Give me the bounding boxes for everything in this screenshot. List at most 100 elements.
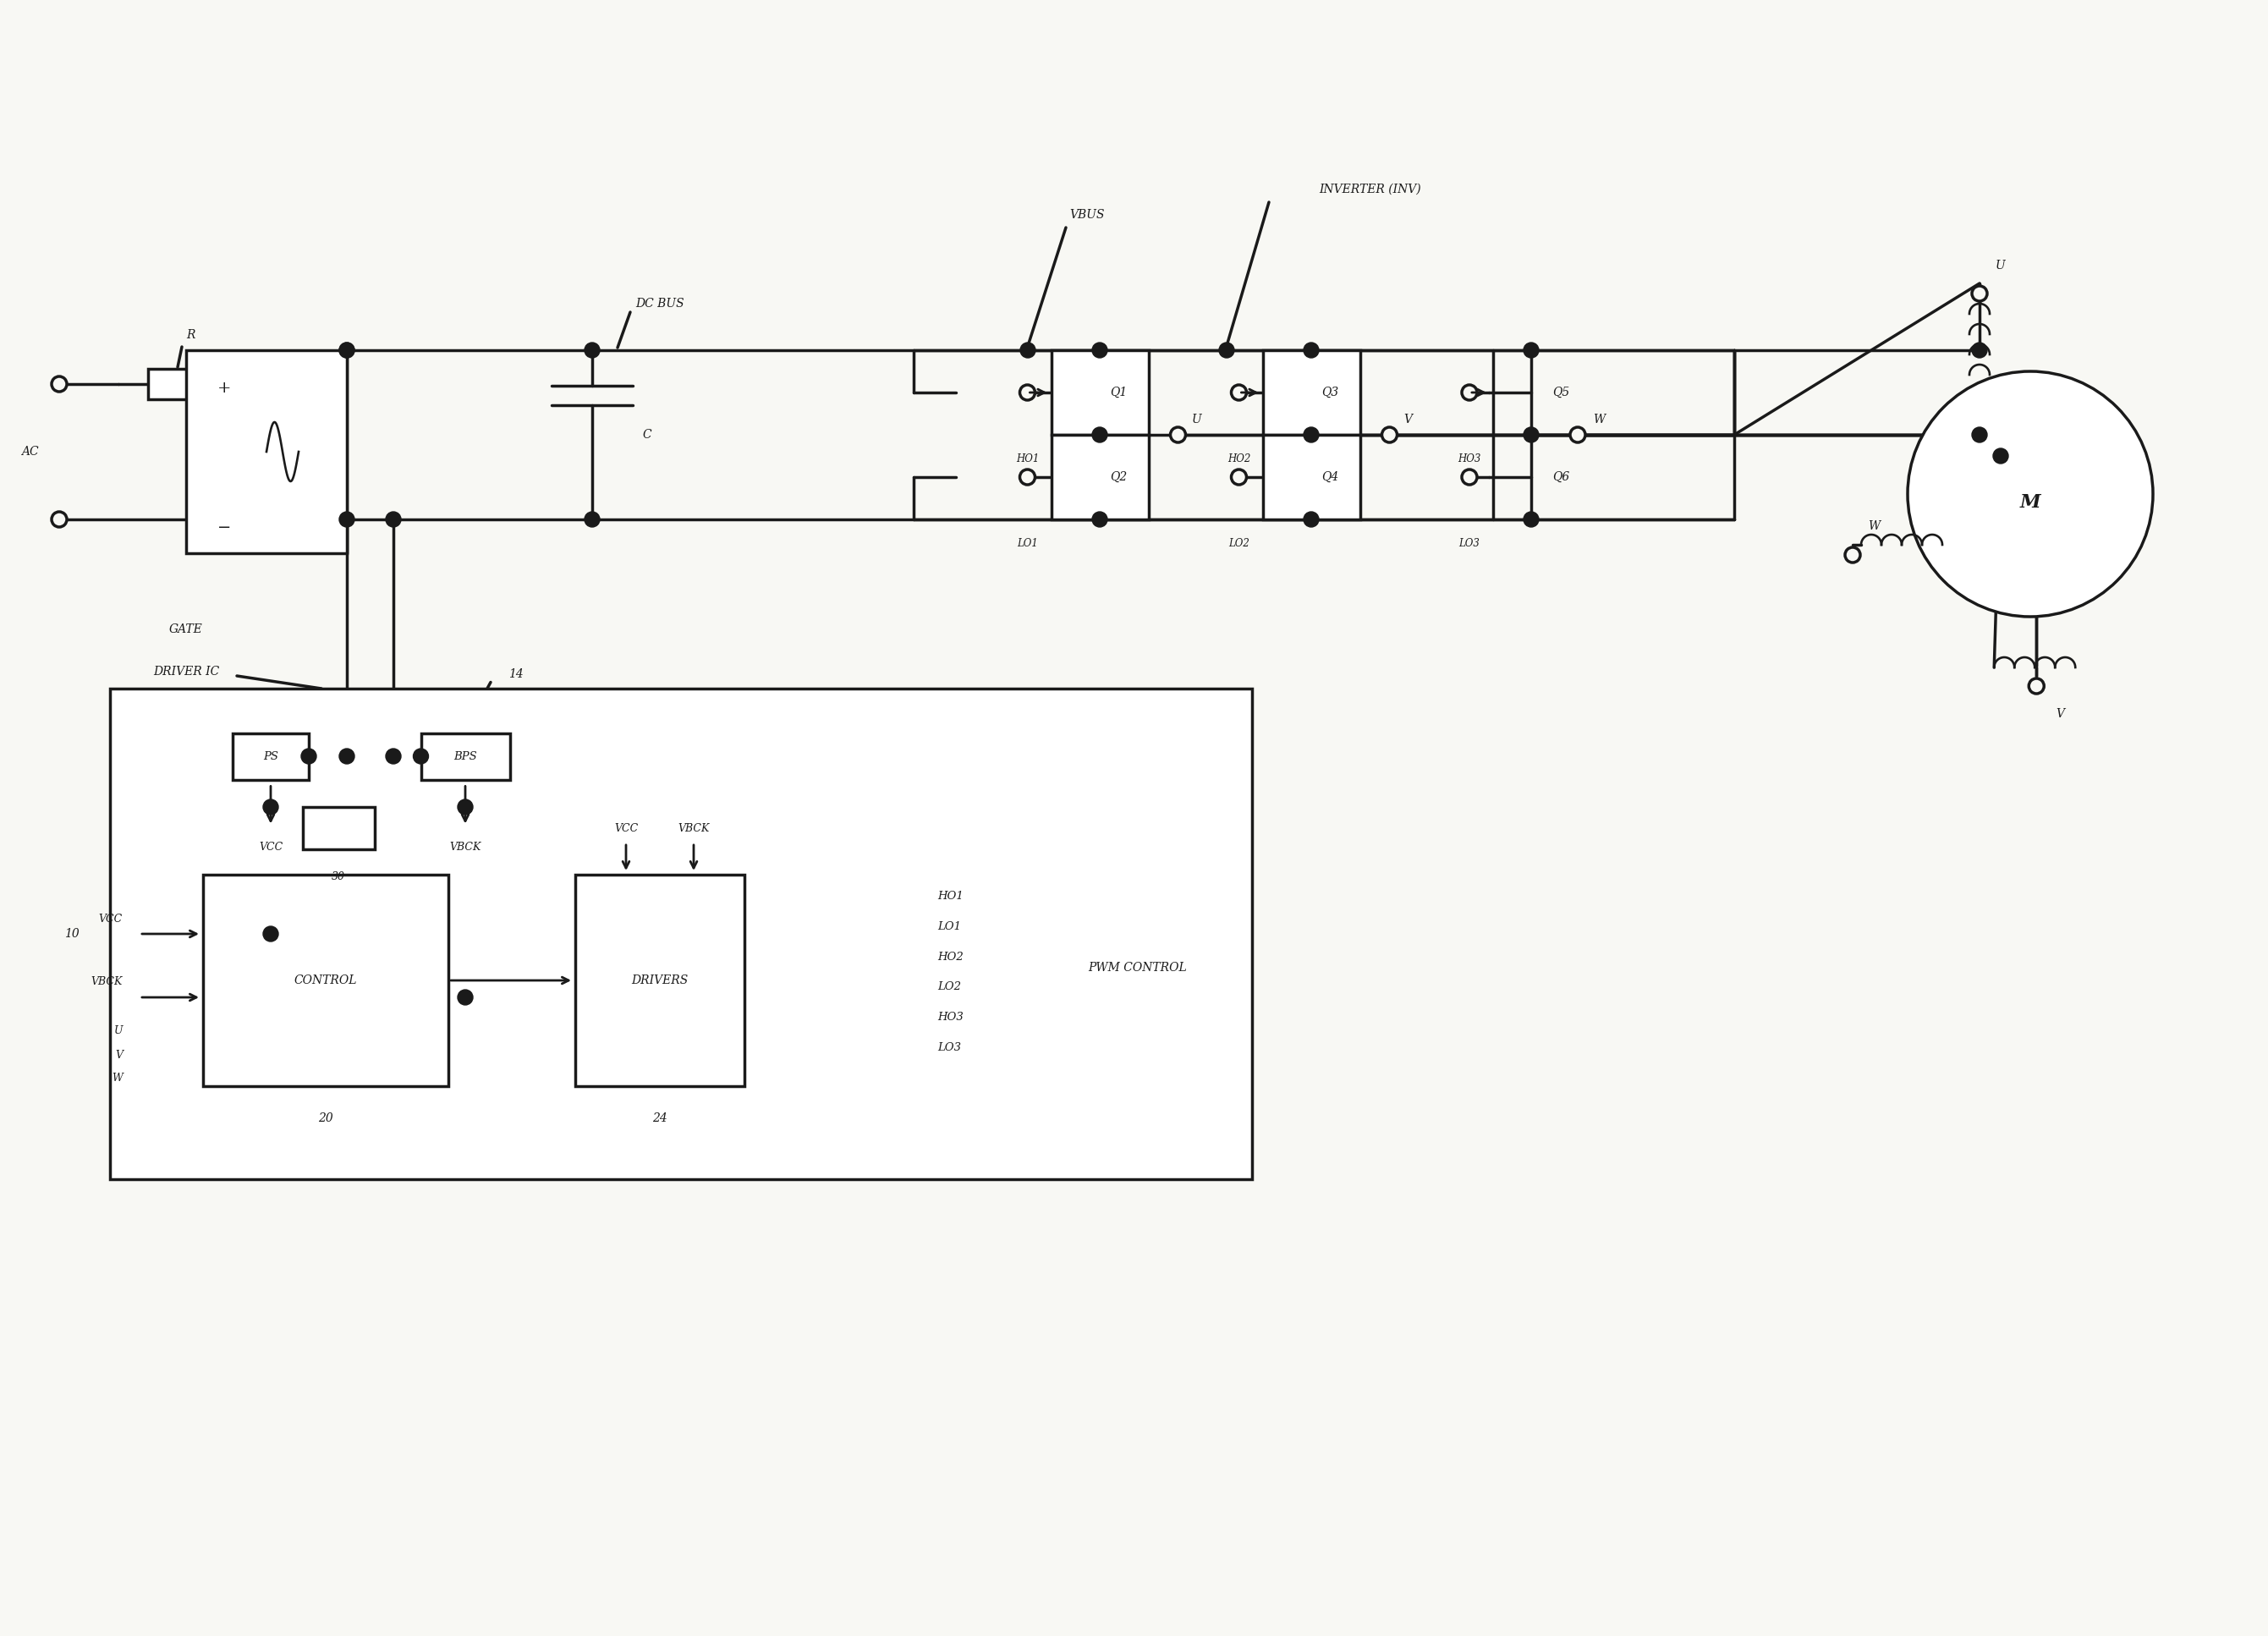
- Text: VCC: VCC: [615, 823, 637, 834]
- Circle shape: [302, 749, 318, 764]
- Text: PS: PS: [263, 751, 279, 762]
- Bar: [1263, 350, 1361, 435]
- Text: Q2: Q2: [1109, 471, 1127, 483]
- Text: 30: 30: [331, 870, 345, 882]
- Text: V: V: [1404, 414, 1413, 425]
- Circle shape: [1524, 427, 1538, 442]
- Circle shape: [2030, 679, 2043, 694]
- Circle shape: [1907, 371, 2152, 617]
- Text: LO2: LO2: [937, 982, 962, 993]
- Circle shape: [1971, 427, 1987, 442]
- Text: VBCK: VBCK: [678, 823, 710, 834]
- Text: LO3: LO3: [1458, 538, 1481, 548]
- Circle shape: [1463, 384, 1476, 401]
- Circle shape: [1021, 470, 1034, 484]
- Text: W: W: [1592, 414, 1606, 425]
- Text: DRIVER IC: DRIVER IC: [152, 666, 220, 677]
- Text: LO1: LO1: [937, 921, 962, 933]
- Text: Q3: Q3: [1322, 386, 1338, 399]
- Text: HO3: HO3: [937, 1011, 964, 1022]
- Bar: [576, 875, 744, 1086]
- Circle shape: [263, 800, 279, 815]
- Circle shape: [1021, 384, 1034, 401]
- Text: LO2: LO2: [1229, 538, 1250, 548]
- Text: HO1: HO1: [937, 892, 964, 901]
- Text: PWM CONTROL: PWM CONTROL: [1089, 962, 1186, 973]
- Circle shape: [340, 749, 354, 764]
- Text: DRIVERS: DRIVERS: [631, 975, 687, 987]
- Circle shape: [1524, 512, 1538, 527]
- Text: 14: 14: [508, 667, 524, 679]
- Circle shape: [1232, 470, 1247, 484]
- Circle shape: [1304, 342, 1318, 358]
- Circle shape: [1463, 470, 1476, 484]
- Bar: [147, 368, 206, 399]
- Text: HO1: HO1: [1016, 453, 1039, 465]
- Text: VCC: VCC: [259, 841, 284, 852]
- Circle shape: [340, 342, 354, 358]
- Bar: [1050, 435, 1148, 519]
- Circle shape: [1304, 427, 1318, 442]
- Circle shape: [263, 926, 279, 941]
- Text: V: V: [116, 1049, 122, 1060]
- Text: Q1: Q1: [1109, 386, 1127, 399]
- Bar: [422, 733, 510, 779]
- Bar: [302, 807, 374, 849]
- Circle shape: [1170, 427, 1186, 442]
- Circle shape: [1381, 427, 1397, 442]
- Circle shape: [1021, 342, 1036, 358]
- Bar: [1050, 350, 1148, 435]
- Bar: [204, 875, 449, 1086]
- Text: Q5: Q5: [1551, 386, 1569, 399]
- Text: INVERTER (INV): INVERTER (INV): [1320, 183, 1422, 195]
- Circle shape: [1218, 342, 1234, 358]
- Circle shape: [458, 800, 474, 815]
- Text: BPS: BPS: [454, 751, 476, 762]
- Circle shape: [340, 512, 354, 527]
- Text: W: W: [1869, 520, 1880, 532]
- Circle shape: [1524, 342, 1538, 358]
- Circle shape: [1093, 427, 1107, 442]
- Circle shape: [340, 342, 354, 358]
- Text: VBCK: VBCK: [91, 977, 122, 988]
- Bar: [109, 689, 1252, 1180]
- Text: R: R: [186, 329, 195, 340]
- Circle shape: [1304, 512, 1318, 527]
- Circle shape: [585, 342, 599, 358]
- Text: M: M: [2021, 492, 2041, 512]
- Text: −: −: [218, 520, 231, 535]
- Text: VBUS: VBUS: [1070, 209, 1105, 221]
- Circle shape: [1569, 427, 1585, 442]
- Circle shape: [1971, 286, 1987, 301]
- Circle shape: [1232, 384, 1247, 401]
- Circle shape: [1846, 548, 1860, 563]
- Text: GATE: GATE: [170, 623, 202, 635]
- Text: V: V: [2055, 708, 2064, 720]
- Text: C: C: [642, 429, 651, 440]
- Text: LO1: LO1: [1016, 538, 1039, 548]
- Text: CONTROL: CONTROL: [295, 975, 356, 987]
- Text: 10: 10: [64, 928, 79, 939]
- Bar: [186, 350, 347, 553]
- Text: W: W: [111, 1073, 122, 1085]
- Text: 24: 24: [653, 1112, 667, 1124]
- Text: HO2: HO2: [1227, 453, 1250, 465]
- Circle shape: [585, 512, 599, 527]
- Circle shape: [52, 376, 66, 391]
- Bar: [1263, 435, 1361, 519]
- Text: U: U: [113, 1026, 122, 1037]
- Bar: [234, 733, 308, 779]
- Text: VBCK: VBCK: [449, 841, 481, 852]
- Circle shape: [1093, 512, 1107, 527]
- Circle shape: [386, 512, 401, 527]
- Text: HO3: HO3: [1458, 453, 1481, 465]
- Text: U: U: [1996, 260, 2005, 272]
- Text: VCC: VCC: [100, 913, 122, 924]
- Text: Q4: Q4: [1322, 471, 1338, 483]
- Text: DC BUS: DC BUS: [635, 298, 685, 309]
- Circle shape: [1093, 342, 1107, 358]
- Circle shape: [413, 749, 429, 764]
- Circle shape: [386, 749, 401, 764]
- Text: AC: AC: [20, 445, 39, 458]
- Text: +: +: [218, 381, 231, 396]
